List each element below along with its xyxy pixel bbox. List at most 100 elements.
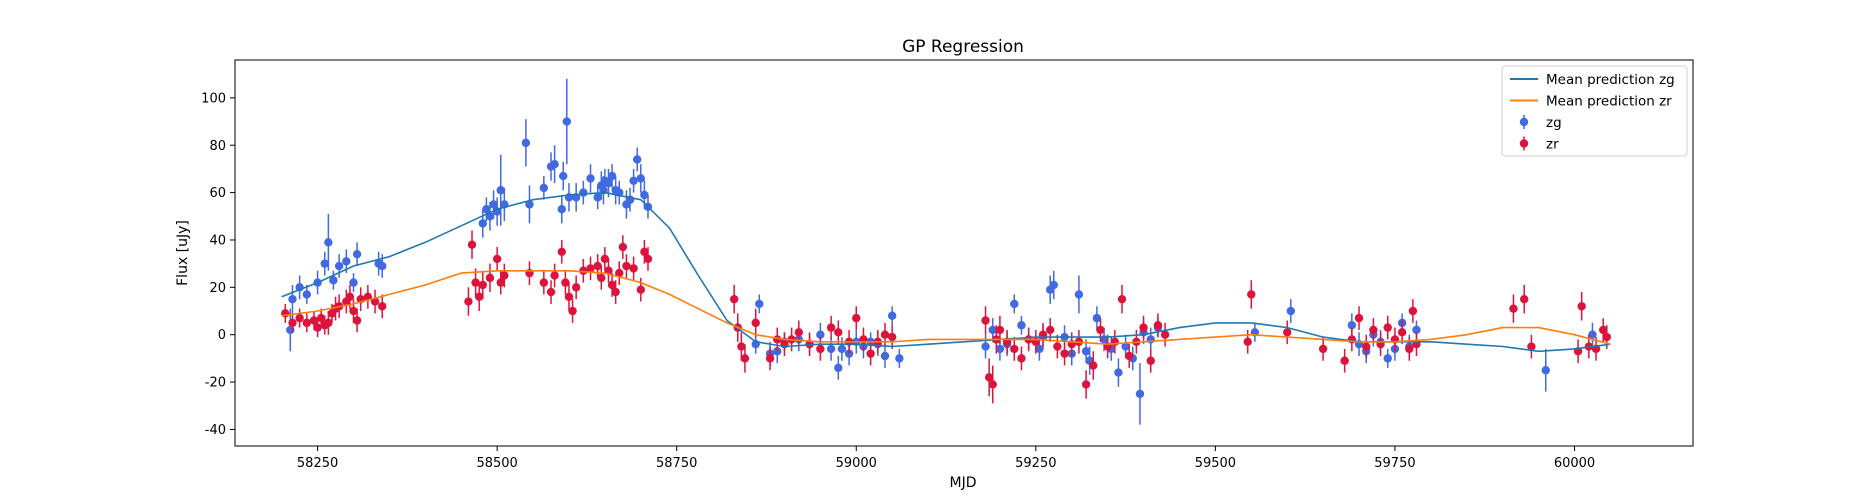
point-zr-27: [496, 278, 505, 287]
point-zr-103: [1247, 290, 1256, 299]
point-zr-99: [1146, 356, 1155, 365]
point-zg-81: [1081, 347, 1091, 356]
y-tick-label-20: 20: [209, 281, 226, 296]
point-zg-83: [1092, 313, 1102, 323]
point-zr-87: [1060, 349, 1069, 358]
point-zr-22: [471, 278, 480, 287]
y-tick-label--40: -40: [205, 423, 226, 438]
point-zg-56: [826, 344, 836, 354]
legend-swatch-3: [1519, 139, 1529, 148]
y-tick-label-40: 40: [209, 233, 226, 248]
point-zg-94: [1286, 306, 1295, 316]
legend-label-2: zg: [1546, 115, 1562, 131]
point-zg-38: [607, 171, 617, 181]
point-zg-44: [633, 155, 642, 164]
point-zg-31: [579, 188, 588, 197]
point-zg-0: [286, 325, 295, 335]
point-zr-101: [1160, 330, 1170, 339]
point-zr-52: [643, 254, 653, 264]
point-zr-2: [295, 313, 304, 323]
point-zr-8: [324, 318, 333, 328]
point-zg-106: [1588, 330, 1597, 339]
point-zr-106: [1340, 356, 1349, 365]
y-tick-label-80: 80: [209, 139, 226, 154]
point-zg-28: [562, 117, 572, 126]
point-zg-3: [302, 290, 312, 299]
point-zg-5: [320, 259, 329, 268]
point-zr-44: [607, 280, 617, 290]
point-zg-23: [539, 183, 549, 193]
y-tick-label-0: 0: [218, 328, 226, 343]
y-tick-label-60: 60: [209, 186, 226, 201]
point-zg-80: [1074, 290, 1084, 299]
point-zg-49: [755, 299, 764, 309]
point-zr-119: [1520, 294, 1529, 304]
chart-legend: Mean prediction zg Mean prediction zr zg zr: [1501, 65, 1688, 157]
point-zr-81: [1017, 354, 1026, 363]
point-zg-95: [1347, 321, 1357, 330]
plot-area: [281, 78, 1612, 425]
point-zg-57: [834, 363, 843, 373]
point-zr-65: [826, 323, 836, 332]
point-zg-19: [496, 186, 505, 195]
point-zg-64: [880, 351, 890, 361]
point-zr-32: [550, 271, 559, 280]
point-zr-28: [500, 271, 509, 280]
point-zg-89: [1135, 389, 1145, 399]
point-zr-114: [1397, 328, 1407, 337]
point-zr-6: [316, 313, 326, 323]
point-zr-47: [618, 242, 628, 252]
point-zr-38: [579, 266, 588, 275]
point-zg-27: [559, 171, 568, 181]
point-zr-50: [636, 285, 645, 294]
point-zg-100: [1383, 354, 1392, 363]
x-tick-label-59000: 59000: [836, 456, 877, 471]
point-zr-24: [478, 280, 487, 290]
point-zr-91: [1089, 361, 1098, 370]
point-zr-39: [586, 264, 595, 273]
point-zg-67: [981, 342, 990, 351]
point-zr-55: [737, 342, 746, 351]
point-zr-78: [995, 325, 1005, 335]
point-zr-90: [1081, 380, 1091, 389]
x-tick-label-59250: 59250: [1015, 456, 1056, 471]
point-zr-21: [467, 240, 477, 249]
point-zr-19: [378, 302, 387, 311]
point-zg-55: [816, 330, 825, 339]
point-zr-116: [1408, 306, 1418, 316]
point-zg-69: [995, 344, 1005, 354]
x-tick-label-59750: 59750: [1374, 456, 1415, 471]
point-zr-73: [887, 332, 897, 342]
point-zr-118: [1509, 304, 1518, 313]
chart-title: GP Regression: [902, 37, 1024, 57]
point-zr-115: [1405, 344, 1414, 354]
legend-label-3: zr: [1546, 137, 1559, 153]
point-zr-66: [834, 328, 843, 337]
point-zr-30: [539, 278, 549, 287]
point-zg-7: [329, 276, 338, 285]
x-axis-label: MJD: [950, 475, 977, 491]
point-zg-43: [629, 176, 638, 185]
point-zg-11: [352, 249, 362, 259]
point-zr-86: [1053, 342, 1062, 351]
point-zr-112: [1383, 323, 1392, 332]
point-zr-57: [751, 318, 760, 328]
point-zr-125: [1599, 325, 1608, 335]
x-tick-label-58750: 58750: [656, 456, 697, 471]
point-zg-37: [604, 178, 613, 188]
point-zr-122: [1577, 302, 1586, 311]
point-zr-33: [557, 247, 566, 257]
point-zg-105: [1541, 366, 1550, 375]
point-zr-108: [1354, 313, 1364, 323]
point-zr-107: [1347, 335, 1357, 344]
point-zr-3: [302, 318, 312, 328]
point-zg-58: [837, 344, 847, 354]
point-zg-25: [550, 159, 559, 169]
point-zg-32: [586, 174, 595, 183]
point-zg-8: [334, 261, 344, 271]
point-zr-41: [597, 273, 606, 283]
point-zr-56: [740, 354, 750, 363]
point-zr-36: [568, 306, 577, 316]
point-zr-94: [1110, 337, 1120, 347]
point-zr-74: [981, 316, 990, 325]
